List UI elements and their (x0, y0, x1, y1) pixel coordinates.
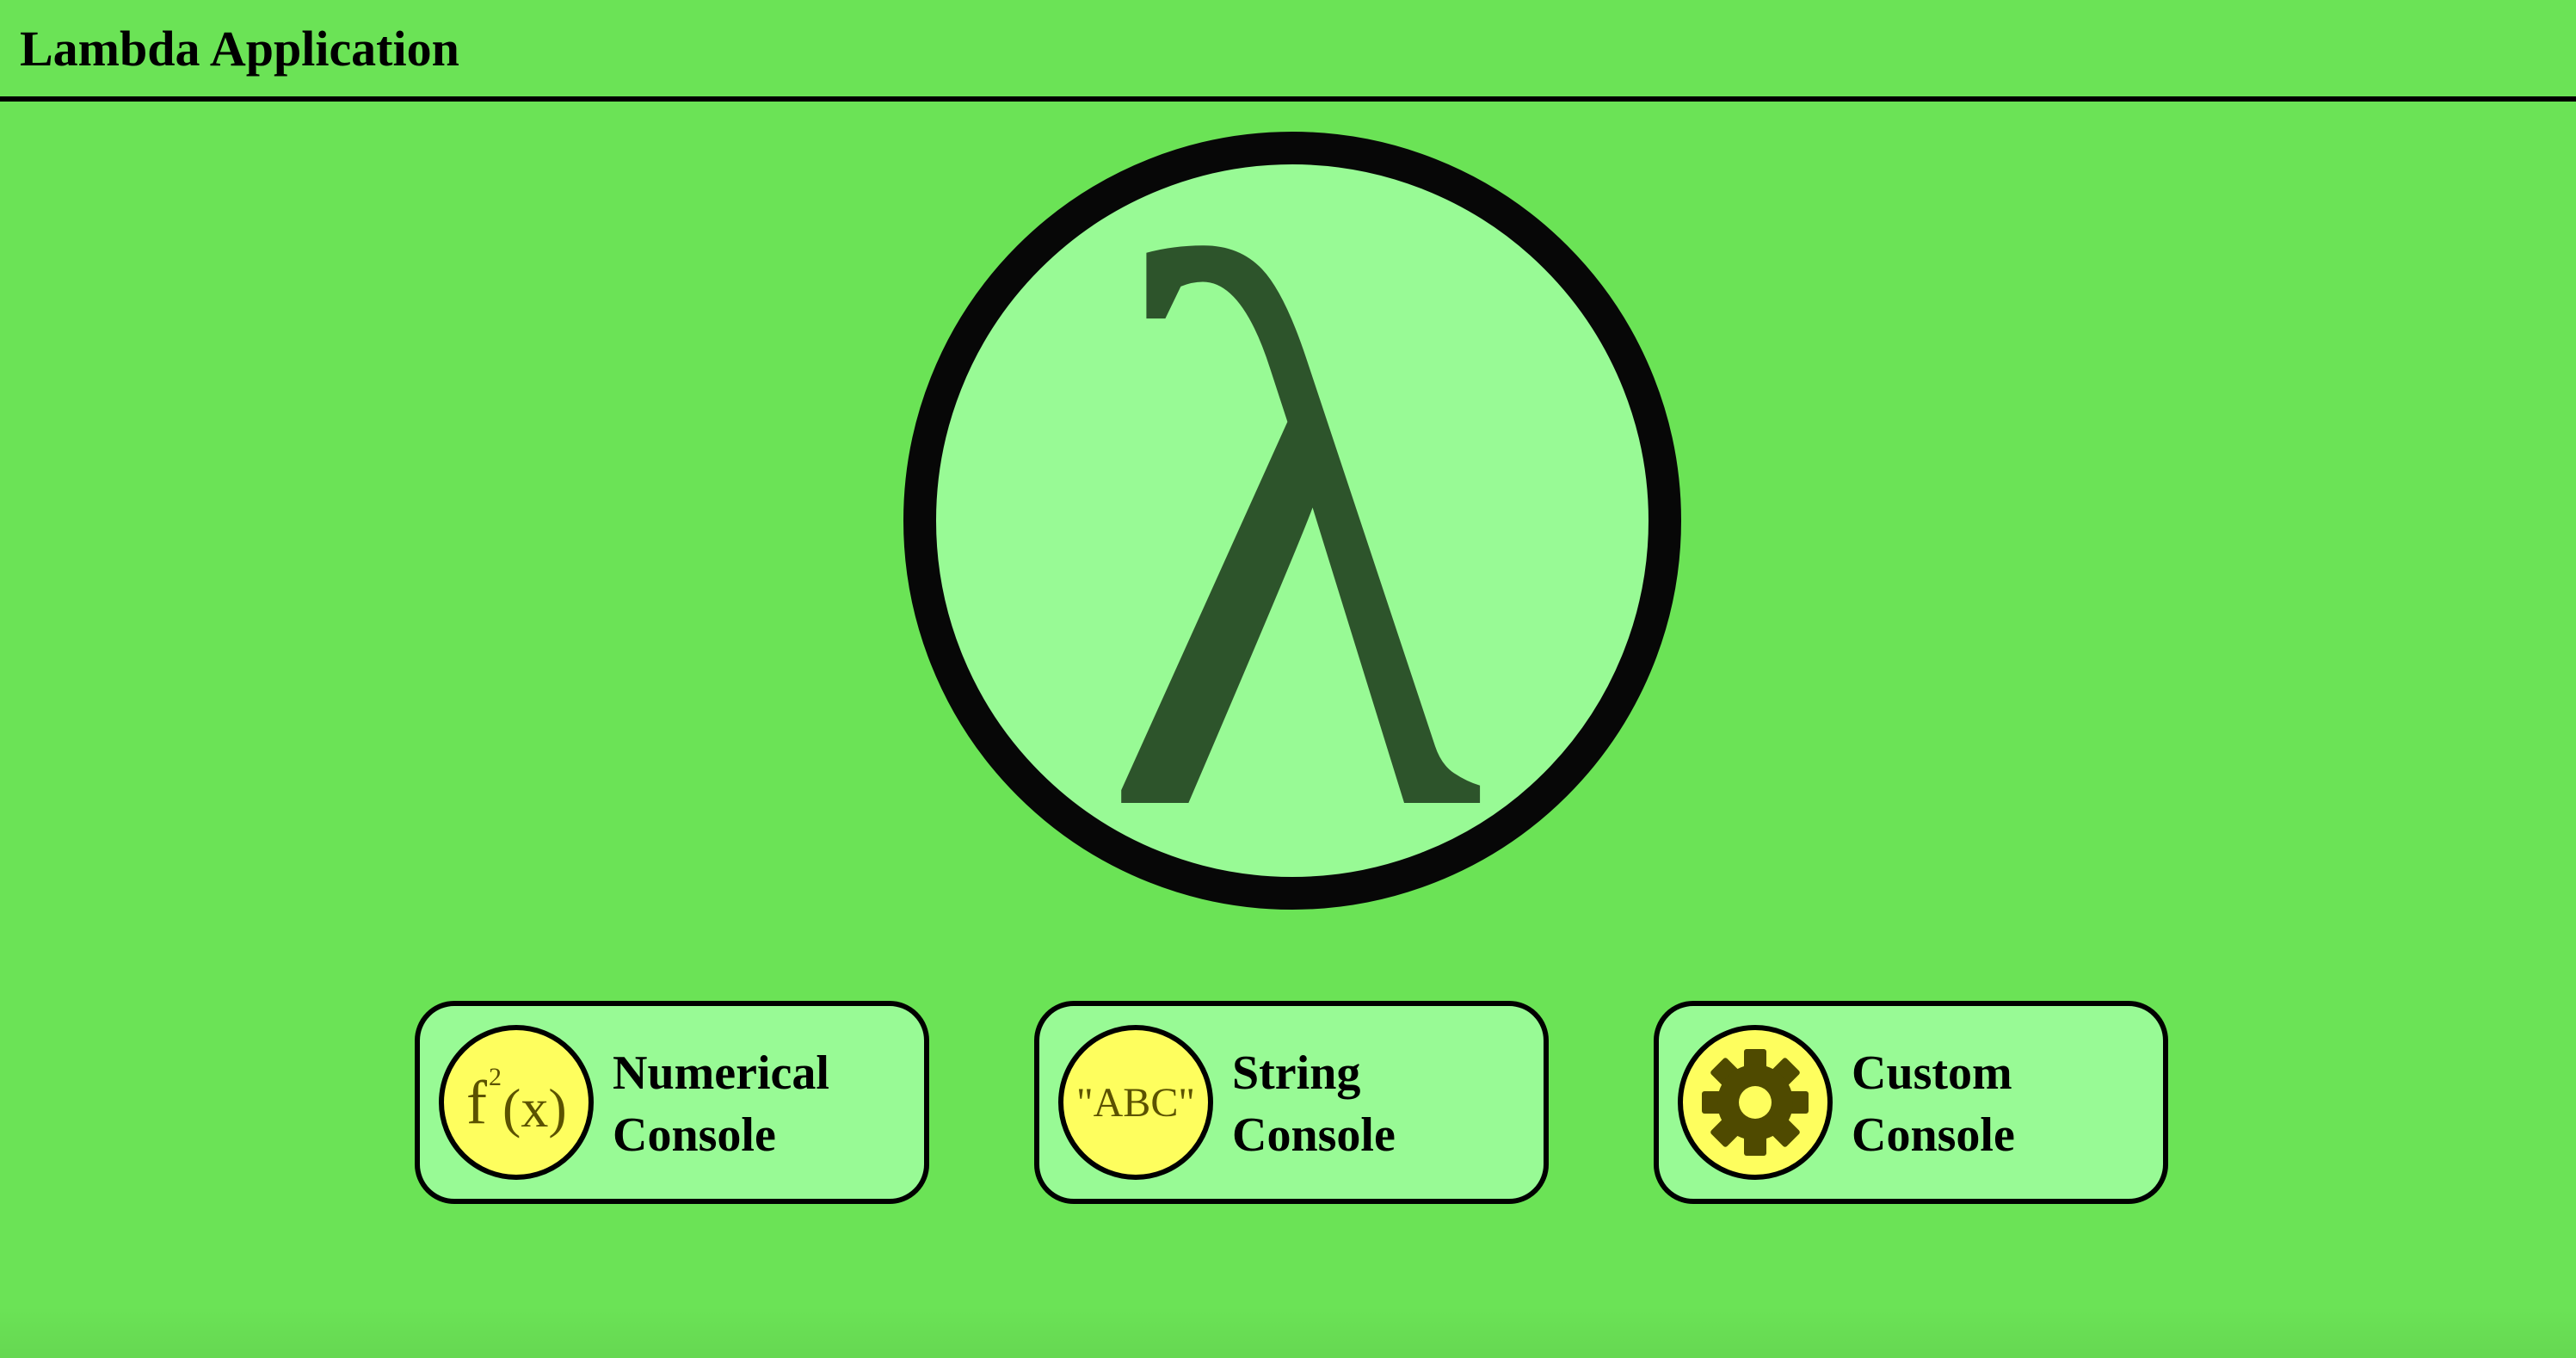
string-icon: "ABC" (1058, 1025, 1213, 1180)
app-title: Lambda Application (20, 21, 459, 77)
gear-icon (1678, 1025, 1833, 1180)
custom-console-button[interactable]: Custom Console (1654, 1001, 2168, 1204)
lambda-logo: λ (903, 132, 1681, 910)
lambda-symbol: λ (1100, 164, 1484, 877)
svg-text:2: 2 (489, 1063, 502, 1091)
svg-text:"ABC": "ABC" (1076, 1080, 1195, 1126)
app-header: Lambda Application (0, 0, 2576, 102)
string-console-label-line2: Console (1232, 1108, 1396, 1162)
string-console-button[interactable]: "ABC" String Console (1034, 1001, 1549, 1204)
numerical-console-label-line2: Console (613, 1108, 776, 1162)
svg-text:f: f (466, 1068, 487, 1137)
custom-console-label-line2: Console (1852, 1108, 2015, 1162)
custom-console-label-line1: Custom (1852, 1046, 2012, 1100)
svg-text:(x): (x) (502, 1077, 567, 1139)
numerical-console-button[interactable]: f 2 (x) Numerical Console (415, 1001, 929, 1204)
string-console-label-line1: String (1232, 1046, 1361, 1100)
bottom-shade (0, 1306, 2576, 1358)
numerical-console-label: Numerical Console (613, 1042, 922, 1166)
lambda-icon: λ (1100, 164, 1484, 877)
custom-console-label: Custom Console (1852, 1042, 2161, 1166)
function-icon: f 2 (x) (439, 1025, 594, 1180)
numerical-console-label-line1: Numerical (613, 1046, 829, 1100)
string-console-label: String Console (1232, 1042, 1542, 1166)
